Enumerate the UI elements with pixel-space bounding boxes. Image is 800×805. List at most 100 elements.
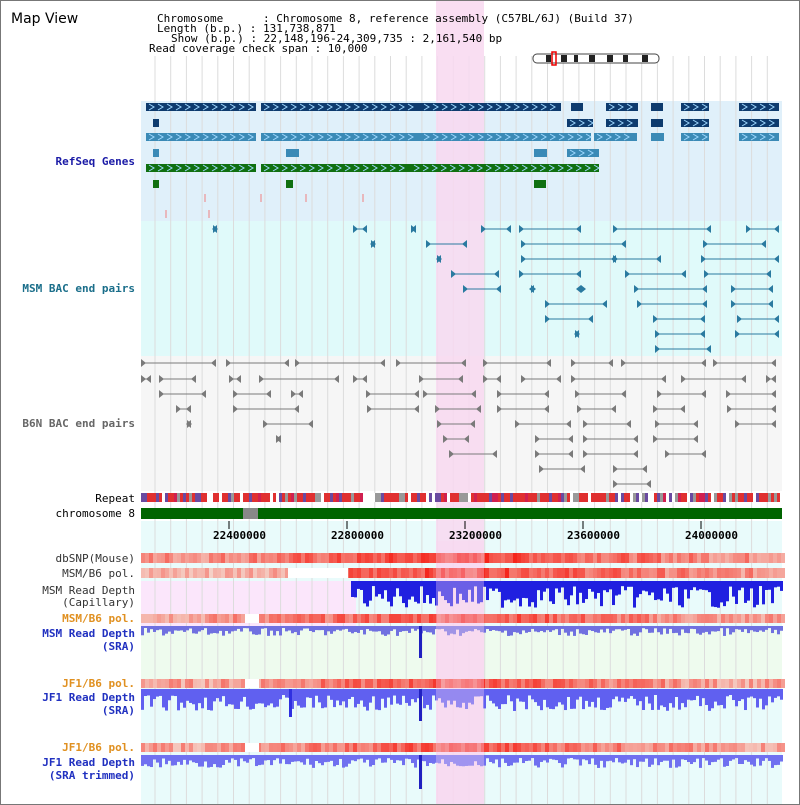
heat-cell	[397, 743, 401, 752]
refseq-genes-label[interactable]: RefSeq Genes	[55, 155, 135, 168]
read-depth-bar	[567, 626, 570, 636]
read-depth-bar	[396, 755, 399, 761]
read-depth-bar	[510, 581, 513, 603]
heat-cell	[197, 614, 201, 623]
read-depth-bar	[657, 755, 660, 766]
heat-cell	[345, 614, 349, 623]
read-depth-bar	[192, 689, 195, 705]
heat-cell	[685, 614, 689, 623]
b6n-bac-label[interactable]: B6N BAC end pairs	[22, 417, 135, 430]
heat-cell	[769, 568, 773, 578]
heat-cell	[177, 614, 181, 623]
read-depth-bar	[405, 626, 408, 631]
heat-cell	[769, 553, 773, 563]
gene-block	[739, 119, 779, 127]
heat-cell	[333, 743, 337, 752]
read-depth-bar	[564, 581, 567, 600]
read-depth-bar	[213, 689, 216, 702]
strand-arrow	[587, 119, 594, 127]
read-depth-bar	[504, 755, 507, 763]
read-depth-bar	[192, 626, 195, 634]
read-depth-bar	[255, 689, 258, 704]
read-depth-bar	[483, 689, 486, 709]
heat-cell	[669, 568, 673, 578]
heat-cell	[405, 743, 409, 752]
repeat-segment	[381, 493, 384, 502]
read-depth-bar	[396, 689, 399, 704]
read-depth-bar	[492, 755, 495, 764]
repeat-segment	[309, 493, 312, 502]
strand-arrow	[575, 164, 582, 172]
heat-cell	[749, 568, 753, 578]
read-depth-bar	[435, 689, 438, 701]
heat-cell	[217, 614, 221, 623]
read-depth-bar	[678, 626, 681, 636]
repeat-segment	[699, 493, 702, 502]
repeat-segment	[561, 493, 564, 502]
heat-cell	[597, 679, 601, 688]
read-depth-bar	[201, 626, 204, 631]
heat-cell	[625, 614, 629, 623]
read-depth-bar	[228, 689, 231, 705]
gene-block	[594, 133, 637, 141]
heat-cell	[781, 614, 785, 623]
read-depth-bar	[210, 689, 213, 711]
repeat-segment	[243, 493, 246, 502]
heat-cell	[349, 568, 353, 578]
repeat-segment	[165, 493, 168, 502]
heat-cell	[153, 568, 157, 578]
heat-cell	[253, 568, 257, 578]
repeat-segment	[348, 493, 351, 502]
repeat-segment	[222, 493, 225, 502]
read-depth-bar	[216, 626, 219, 634]
strand-arrow	[701, 133, 708, 141]
read-depth-bar	[360, 581, 363, 590]
msm-bac-label[interactable]: MSM BAC end pairs	[22, 282, 135, 295]
heat-cell	[305, 743, 309, 752]
heat-cell	[449, 568, 453, 578]
axis-tick-label: 22800000	[331, 529, 384, 542]
read-depth-bar	[765, 755, 768, 759]
b6n-bac-pair-end	[201, 390, 206, 398]
repeat-segment	[633, 493, 636, 502]
strand-arrow	[263, 103, 270, 111]
msm-bac-pair-end	[702, 285, 707, 293]
read-depth-bar	[441, 581, 444, 597]
heat-cell	[565, 568, 569, 578]
read-depth-bar	[597, 581, 600, 594]
b6n-bac-pair-end	[497, 405, 502, 413]
read-depth-bar	[705, 689, 708, 706]
msm-bac-pair-end	[529, 285, 534, 293]
read-depth-bar	[462, 755, 465, 767]
heat-cell	[653, 553, 657, 563]
b6n-bac-pair-end	[295, 359, 300, 367]
b6n-bac-pair-end	[470, 420, 475, 428]
msm-bac-pair-end	[704, 270, 709, 278]
read-depth-bar	[621, 581, 624, 587]
read-depth-bar	[714, 626, 717, 632]
read-depth-bar	[774, 755, 777, 766]
read-depth-bar	[423, 626, 426, 631]
b6n-bac-pair-end	[226, 359, 231, 367]
repeat-segment	[255, 493, 258, 502]
read-depth-bar	[735, 626, 738, 630]
b6n-bac-pair-end	[229, 375, 234, 383]
heat-cell	[381, 743, 385, 752]
b6n-bac-pair-end	[727, 405, 732, 413]
heat-cell	[209, 679, 213, 688]
heat-cell	[433, 679, 437, 688]
read-depth-bar	[573, 626, 576, 636]
read-depth-bar	[141, 689, 144, 710]
repeat-segment	[507, 493, 510, 502]
heat-cell	[157, 553, 161, 563]
read-depth-bar	[210, 755, 213, 767]
heat-cell	[337, 679, 341, 688]
strand-arrow	[701, 119, 708, 127]
heat-cell	[633, 553, 637, 563]
b6n-bac-pair-end	[583, 420, 588, 428]
heat-cell	[353, 679, 357, 688]
heat-cell	[237, 743, 241, 752]
heat-cell	[313, 743, 317, 752]
heat-cell	[301, 614, 305, 623]
